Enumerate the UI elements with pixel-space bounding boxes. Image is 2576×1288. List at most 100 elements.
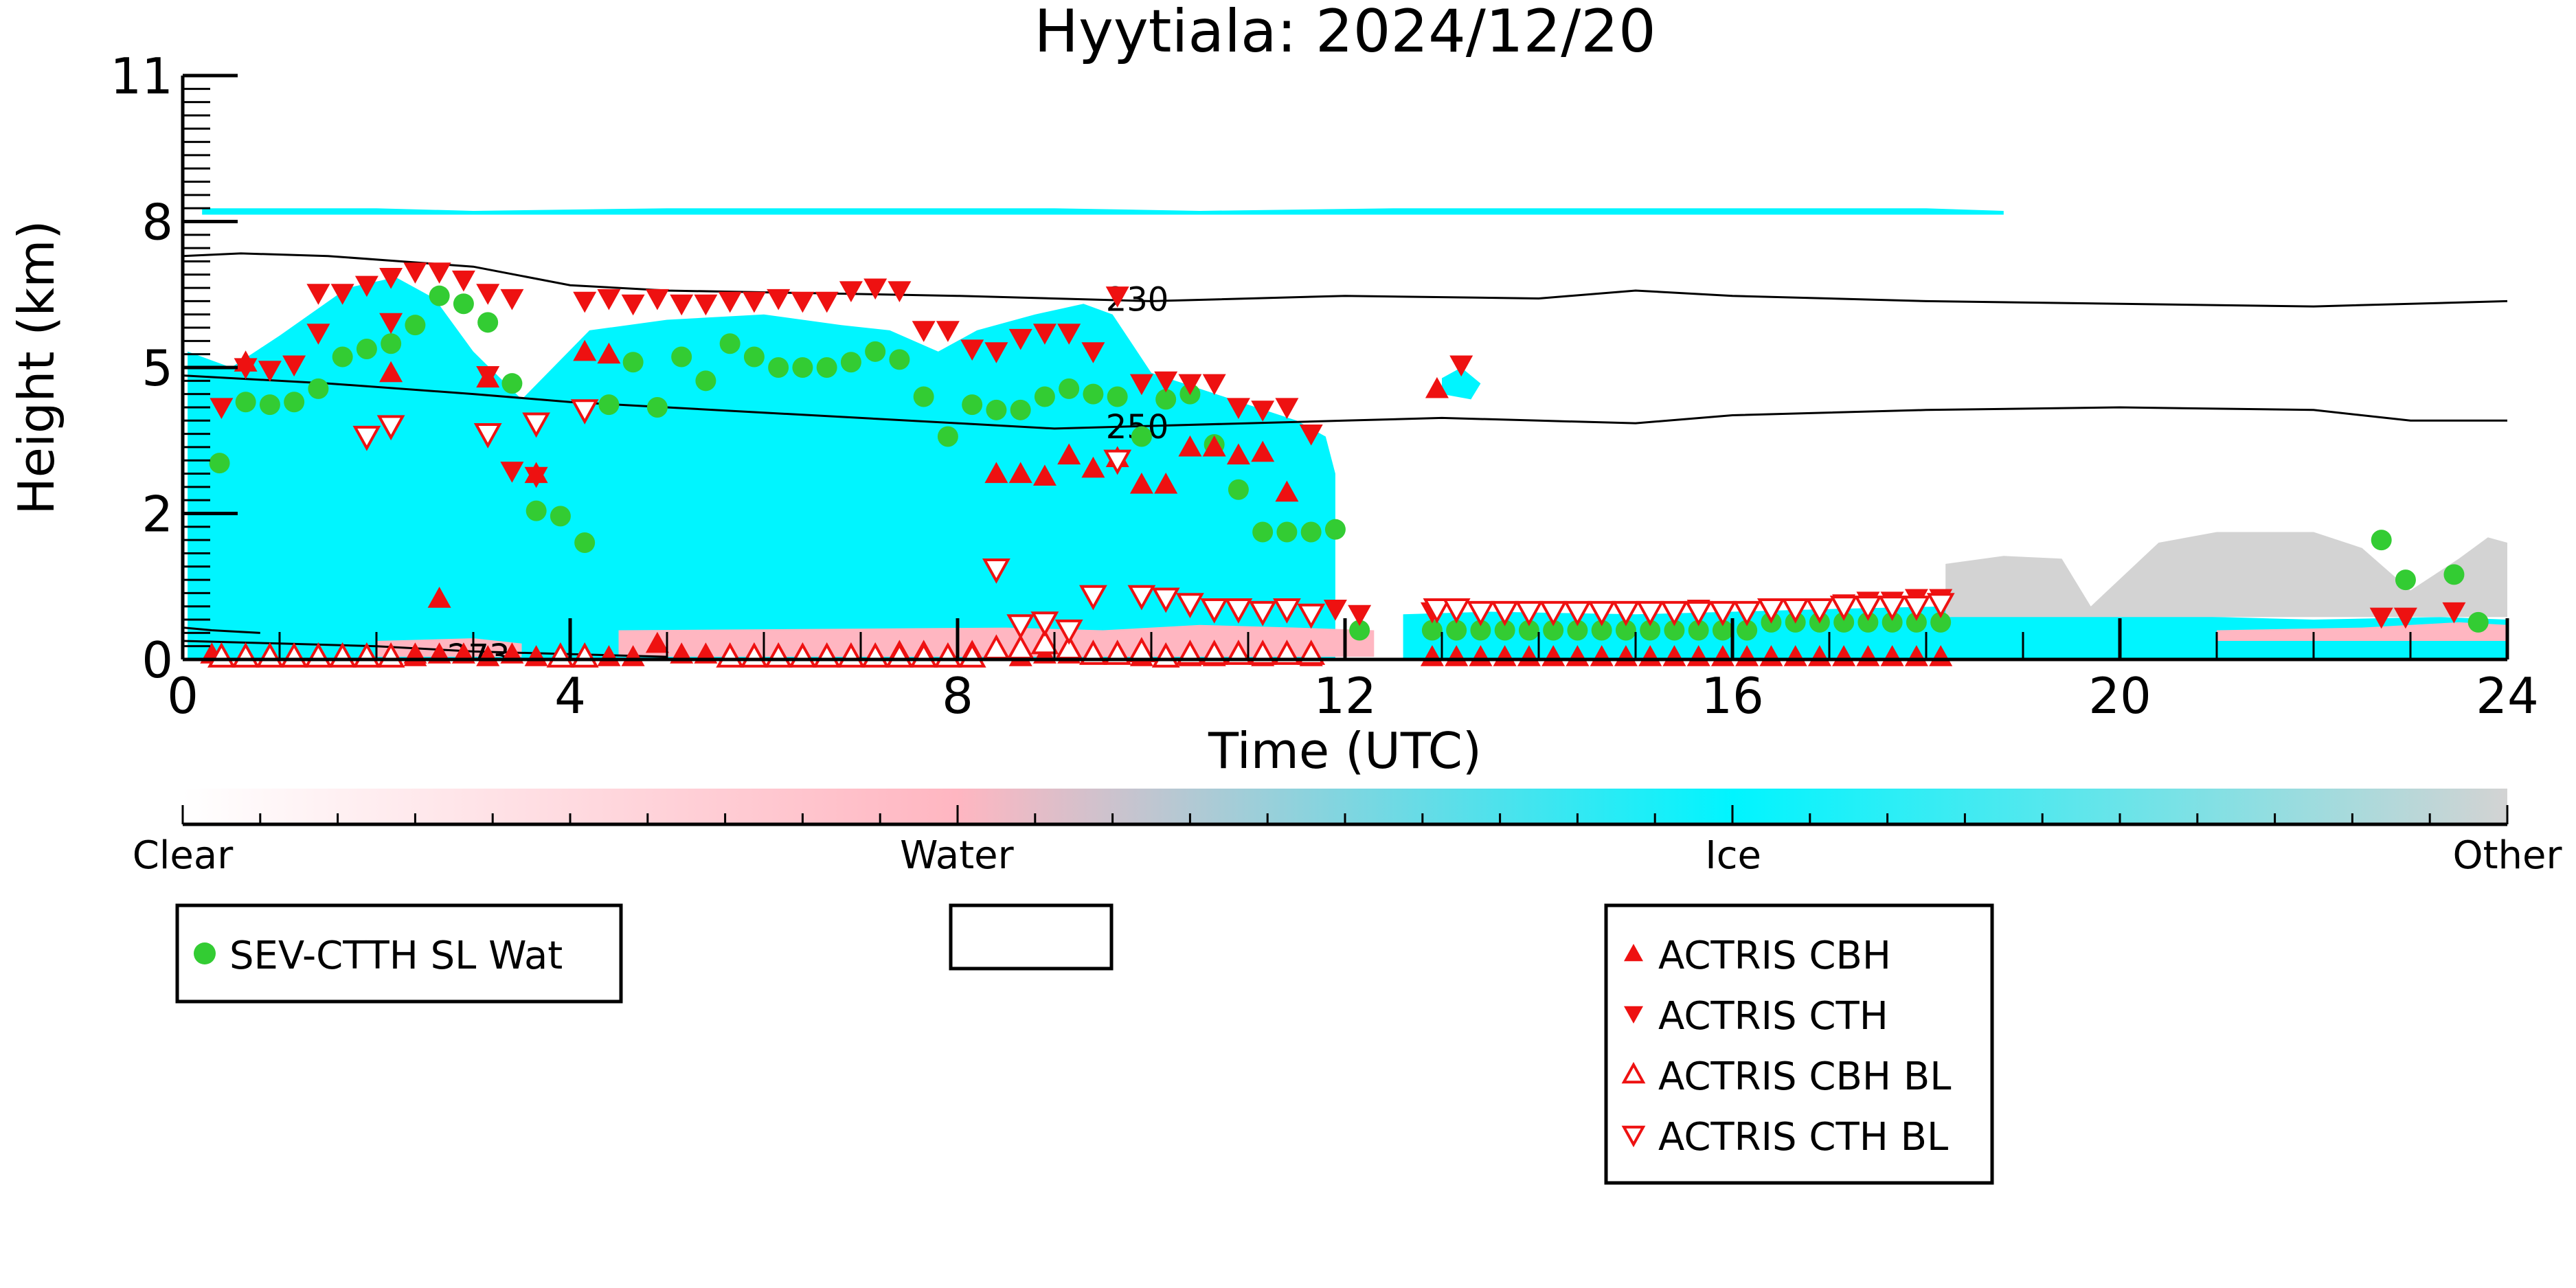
actris-cbh-point (1251, 440, 1275, 462)
sev-ctth-sl-wat-point (2395, 569, 2416, 591)
actris-cth-point (597, 289, 621, 310)
actris-cth-point (1323, 600, 1347, 621)
actris-cbh-point (1129, 473, 1153, 494)
actris-cbh-point (597, 342, 621, 364)
sev-ctth-sl-wat-point (646, 396, 668, 418)
sev-ctth-sl-wat-point (1906, 611, 1927, 633)
sev-ctth-sl-wat-point (1737, 620, 1758, 641)
sev-ctth-sl-wat-point (1591, 620, 1612, 641)
sev-ctth-sl-wat-point (429, 285, 450, 306)
actris-cth-bl-point (1684, 600, 1713, 626)
actris-cth-point (1202, 374, 1226, 396)
legends: SEV-CTTH SL Wat ACTRIS CBH ACTRIS CTH ACTRI… (175, 903, 1994, 1185)
actris-cth-point (645, 289, 669, 310)
actris-cbh-bl-point (1030, 629, 1059, 655)
actris-cth-bl-point (1423, 598, 1451, 624)
sev-ctth-sl-wat-point (1010, 399, 1031, 420)
actris-cth-point (282, 355, 306, 377)
sev-ctth-sl-wat-point (913, 386, 934, 407)
region-ice-2 (1442, 368, 1481, 400)
x-tick-label: 24 (2476, 667, 2539, 725)
actris-cth-point (1178, 374, 1202, 396)
actris-cth-point (2393, 607, 2417, 629)
sev-ctth-sl-wat-point (1664, 620, 1685, 641)
actris-cth-bl-point (1224, 598, 1253, 624)
actris-cth-point (694, 294, 718, 316)
actris-cbh-point (1032, 464, 1057, 486)
actris-cth-bl-point (1854, 596, 1882, 621)
sev-ctth-sl-wat-point (356, 338, 377, 359)
sev-ctth-sl-wat-point (1567, 620, 1588, 641)
actris-cth-bl-point (1781, 598, 1810, 624)
legend-box-2 (1604, 903, 1994, 1185)
sev-ctth-sl-wat-point (2443, 564, 2465, 585)
actris-cth-bl-point (352, 425, 381, 451)
actris-cth-point (1105, 286, 1129, 308)
actris-cbh-point (645, 631, 669, 653)
sev-ctth-sl-wat-point (1131, 426, 1152, 447)
x-tick-label: 20 (2088, 667, 2151, 725)
actris-cth-bl-point (1006, 614, 1035, 640)
cloud-phase-regions (188, 208, 2507, 659)
actris-cth-point (936, 321, 960, 342)
y-tick-label: 11 (110, 47, 173, 105)
actris-cth-point (863, 278, 888, 300)
actris-cbh-point (984, 462, 1008, 484)
sev-ctth-sl-wat-point (792, 357, 813, 378)
actris-cth-bl-point (1054, 619, 1083, 645)
sev-ctth-sl-wat-point (453, 293, 474, 315)
sev-ctth-sl-wat-point (816, 357, 837, 378)
actris-cth-point (2369, 607, 2393, 629)
actris-cth-point (2442, 602, 2466, 624)
actris-cbh-point (1425, 376, 1449, 398)
sev-ctth-sl-wat-point (1324, 519, 1346, 540)
actris-cth-point (210, 398, 234, 419)
actris-cth-point (1154, 371, 1178, 393)
sev-ctth-sl-wat-point (235, 392, 256, 413)
x-tick-label: 8 (942, 667, 973, 725)
actris-cth-point (1081, 342, 1105, 363)
sev-ctth-sl-wat-point (1252, 521, 1274, 543)
y-tick-label: 8 (142, 194, 173, 251)
actris-cth-bl-point (1878, 596, 1906, 621)
actris-cth-point (1129, 374, 1153, 396)
actris-cth-bl-point (1079, 585, 1107, 611)
sev-ctth-sl-wat-point (1059, 378, 1080, 399)
sev-ctth-sl-wat-point (526, 500, 547, 521)
actris-cth-bl-point (1491, 600, 1519, 626)
actris-cth-point (1275, 398, 1299, 419)
plot-axes: 0 2 5 8 11 0 4 8 12 16 20 24 (110, 47, 2538, 725)
x-tick-label: 12 (1313, 667, 1377, 725)
actris-cth-point (306, 324, 330, 345)
actris-cth-point (524, 466, 548, 488)
sev-ctth-sl-wat-point (889, 349, 910, 370)
actris-cth-point (451, 270, 475, 292)
actris-cth-point (258, 361, 282, 382)
actris-cth-bl-point (1030, 611, 1059, 637)
sev-ctth-sl-wat-point (986, 399, 1007, 420)
legend-marker-actris-cth (1624, 1006, 1643, 1024)
actris-cth-point (670, 294, 694, 316)
sev-ctth-sl-wat-point (1155, 389, 1177, 410)
sev-ctth-sl-wat-point (2371, 530, 2392, 551)
actris-cth-bl-point (982, 558, 1010, 584)
actris-cth-point (1449, 355, 1473, 377)
actris-cth-bl-point (473, 423, 502, 449)
actris-cth-bl-point (1200, 598, 1229, 624)
actris-cth-bl-point (1539, 600, 1568, 626)
actris-cbh-point (427, 587, 451, 608)
actris-cth-point (839, 281, 863, 302)
sev-ctth-sl-wat-point (1446, 620, 1467, 641)
x-tick-label: 0 (167, 667, 199, 725)
sev-ctth-sl-wat-point (284, 392, 305, 413)
legend-marker-actris-cbh-bl (1621, 1061, 1646, 1084)
actris-cbh-point (1008, 462, 1032, 484)
actris-cth-point (718, 291, 742, 313)
actris-cth-point (984, 342, 1008, 363)
sev-ctth-sl-wat-point (2467, 611, 2489, 633)
actris-cth-point (573, 291, 597, 313)
sev-ctth-sl-wat-point (865, 341, 886, 362)
sev-ctth-sl-wat-point (1518, 620, 1539, 641)
legend-label: ACTRIS CTH (1658, 994, 1888, 1039)
sev-ctth-sl-wat-point (405, 315, 426, 336)
